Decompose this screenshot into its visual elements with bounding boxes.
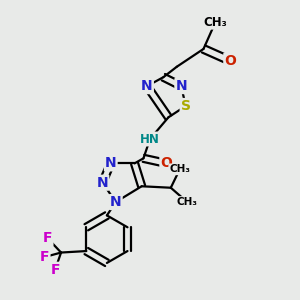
Text: N: N xyxy=(176,79,187,93)
Text: CH₃: CH₃ xyxy=(177,197,198,207)
Text: HN: HN xyxy=(140,133,160,146)
Text: CH₃: CH₃ xyxy=(203,16,227,29)
Text: F: F xyxy=(43,231,52,245)
Text: O: O xyxy=(224,54,236,68)
Text: N: N xyxy=(105,156,117,170)
Text: CH₃: CH₃ xyxy=(169,164,190,174)
Text: N: N xyxy=(141,79,153,93)
Text: F: F xyxy=(50,263,60,277)
Text: N: N xyxy=(97,176,108,190)
Text: F: F xyxy=(40,250,50,264)
Text: S: S xyxy=(181,99,191,113)
Text: N: N xyxy=(110,195,122,209)
Text: O: O xyxy=(160,156,172,170)
